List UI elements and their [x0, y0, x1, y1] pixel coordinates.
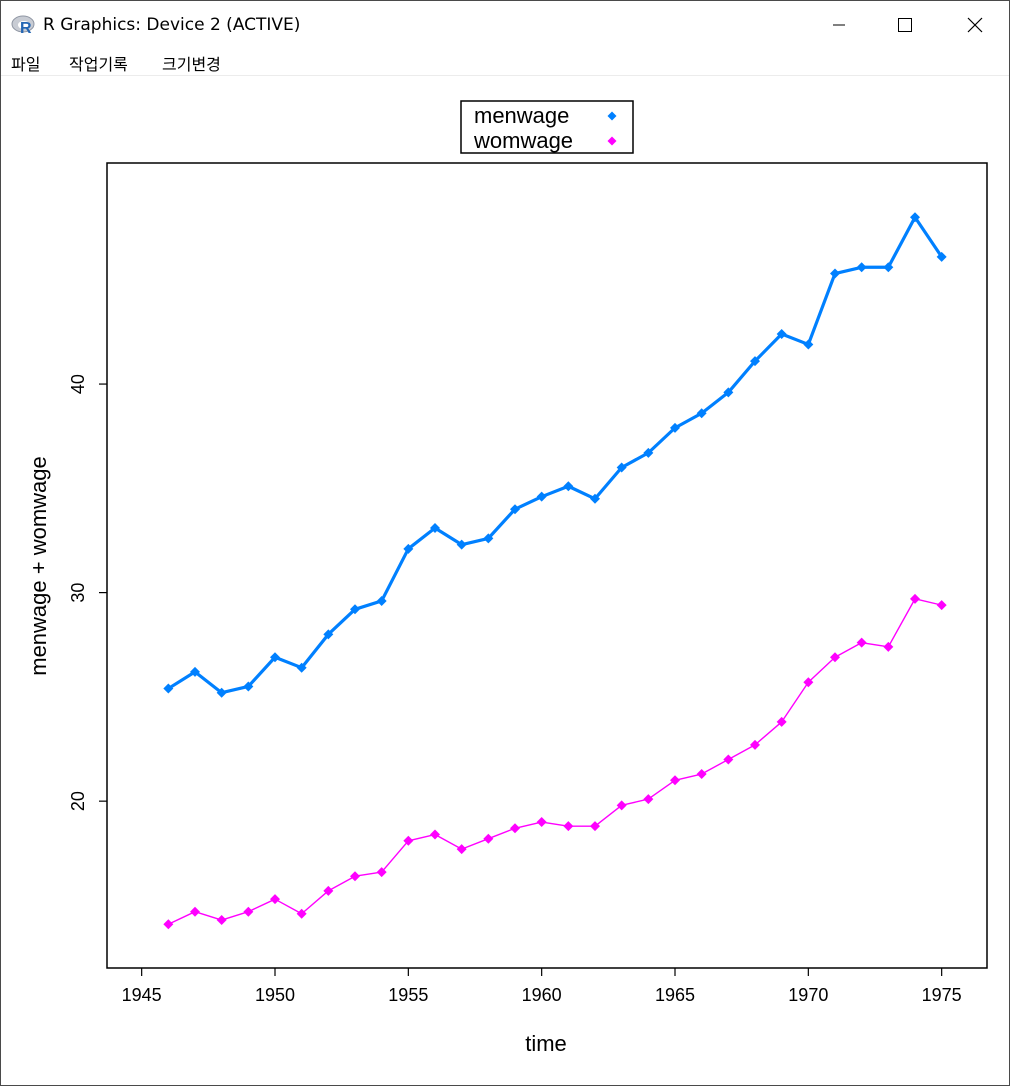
data-point-womwage [243, 906, 254, 917]
data-point-womwage [803, 677, 814, 688]
data-point-womwage [483, 833, 494, 844]
r-logo-icon: R [11, 15, 35, 36]
data-point-menwage [296, 662, 307, 673]
data-point-womwage [270, 894, 280, 905]
window-title: R Graphics: Device 2 (ACTIVE) [43, 15, 301, 35]
data-point-menwage [216, 687, 227, 698]
data-point-menwage [643, 447, 654, 458]
data-point-menwage [190, 666, 200, 677]
x-axis-label: time [525, 1031, 567, 1056]
data-point-womwage [456, 844, 467, 855]
data-point-womwage [563, 821, 574, 832]
data-point-menwage [163, 683, 174, 694]
data-point-womwage [163, 919, 174, 930]
legend-marker-womwage [607, 136, 617, 146]
data-point-womwage [883, 641, 894, 652]
data-point-menwage [536, 491, 547, 502]
menu-file[interactable]: 파일 [11, 55, 41, 74]
maximize-icon [898, 18, 912, 32]
data-point-womwage [376, 867, 387, 878]
menu-resize[interactable]: 크기변경 [162, 55, 221, 74]
y-axis-label: menwage + womwage [26, 456, 51, 676]
series-line-menwage [167, 215, 943, 695]
data-point-menwage [403, 543, 414, 554]
data-point-womwage [296, 908, 307, 919]
data-point-womwage [323, 885, 334, 896]
data-point-menwage [616, 462, 627, 473]
data-point-menwage [510, 504, 520, 515]
data-point-menwage [430, 522, 440, 533]
minimize-icon [833, 24, 845, 26]
data-point-menwage [776, 329, 787, 340]
data-point-womwage [190, 906, 200, 917]
data-point-menwage [376, 595, 387, 606]
menu-bar: 파일 작업기록 크기변경 [1, 49, 1009, 76]
menu-history[interactable]: 작업기록 [69, 55, 128, 74]
data-point-menwage [270, 652, 280, 663]
data-point-womwage [350, 871, 360, 882]
x-tick-label: 1955 [388, 985, 428, 1005]
data-point-menwage [350, 604, 360, 615]
data-point-womwage [696, 769, 707, 780]
lattice-line-chart: 1945 1950 1955 1960 1965 1970 1975 20 30 40 menwa… [26, 100, 988, 1056]
data-point-womwage [670, 775, 680, 786]
data-point-menwage [563, 481, 574, 492]
data-point-womwage [936, 600, 947, 611]
legend-marker-menwage [607, 111, 617, 121]
x-tick-label: 1970 [788, 985, 828, 1005]
data-point-womwage [856, 637, 867, 648]
data-point-menwage [883, 262, 894, 273]
data-point-menwage [590, 493, 600, 504]
series-line-womwage [168, 598, 942, 925]
data-point-womwage [643, 794, 654, 805]
data-point-menwage [456, 539, 467, 550]
x-tick-label: 1945 [122, 985, 162, 1005]
x-tick-label: 1960 [522, 985, 562, 1005]
data-point-menwage [750, 356, 760, 367]
legend-label-womwage: womwage [473, 128, 573, 153]
data-point-womwage [430, 829, 440, 840]
title-bar[interactable]: R R Graphics: Device 2 (ACTIVE) [1, 1, 1009, 49]
data-point-menwage [483, 533, 494, 544]
data-point-womwage [216, 915, 227, 926]
minimize-button[interactable] [816, 1, 862, 49]
data-point-womwage [590, 821, 600, 832]
data-point-menwage [696, 408, 707, 419]
data-point-womwage [403, 835, 414, 846]
plot-area: 1945 1950 1955 1960 1965 1970 1975 20 30 40 menwa… [1, 76, 1009, 1085]
y-tick-label: 40 [68, 374, 88, 394]
data-point-womwage [830, 652, 840, 663]
data-point-womwage [536, 817, 547, 828]
data-point-womwage [776, 716, 787, 727]
data-point-menwage [936, 251, 947, 262]
legend-box [460, 100, 634, 154]
data-point-menwage [323, 629, 334, 640]
data-point-menwage [243, 681, 254, 692]
data-point-menwage [670, 422, 680, 433]
data-point-womwage [750, 739, 760, 750]
data-point-womwage [616, 800, 627, 811]
maximize-button[interactable] [882, 1, 928, 49]
x-tick-label: 1950 [255, 985, 295, 1005]
legend-label-menwage: menwage [474, 103, 569, 128]
close-icon [967, 17, 983, 33]
plot-panel-frame [106, 162, 988, 969]
x-tick-label: 1975 [922, 985, 962, 1005]
data-point-menwage [803, 339, 814, 350]
data-point-menwage [723, 387, 734, 398]
data-point-menwage [830, 268, 840, 279]
close-button[interactable] [952, 1, 998, 49]
data-point-womwage [723, 754, 734, 765]
data-point-menwage [910, 212, 920, 223]
data-point-womwage [510, 823, 520, 834]
y-tick-label: 30 [68, 583, 88, 603]
data-point-womwage [910, 593, 920, 604]
data-point-menwage [856, 262, 867, 273]
svg-text:R: R [20, 20, 32, 36]
x-tick-label: 1965 [655, 985, 695, 1005]
y-tick-label: 20 [68, 791, 88, 811]
